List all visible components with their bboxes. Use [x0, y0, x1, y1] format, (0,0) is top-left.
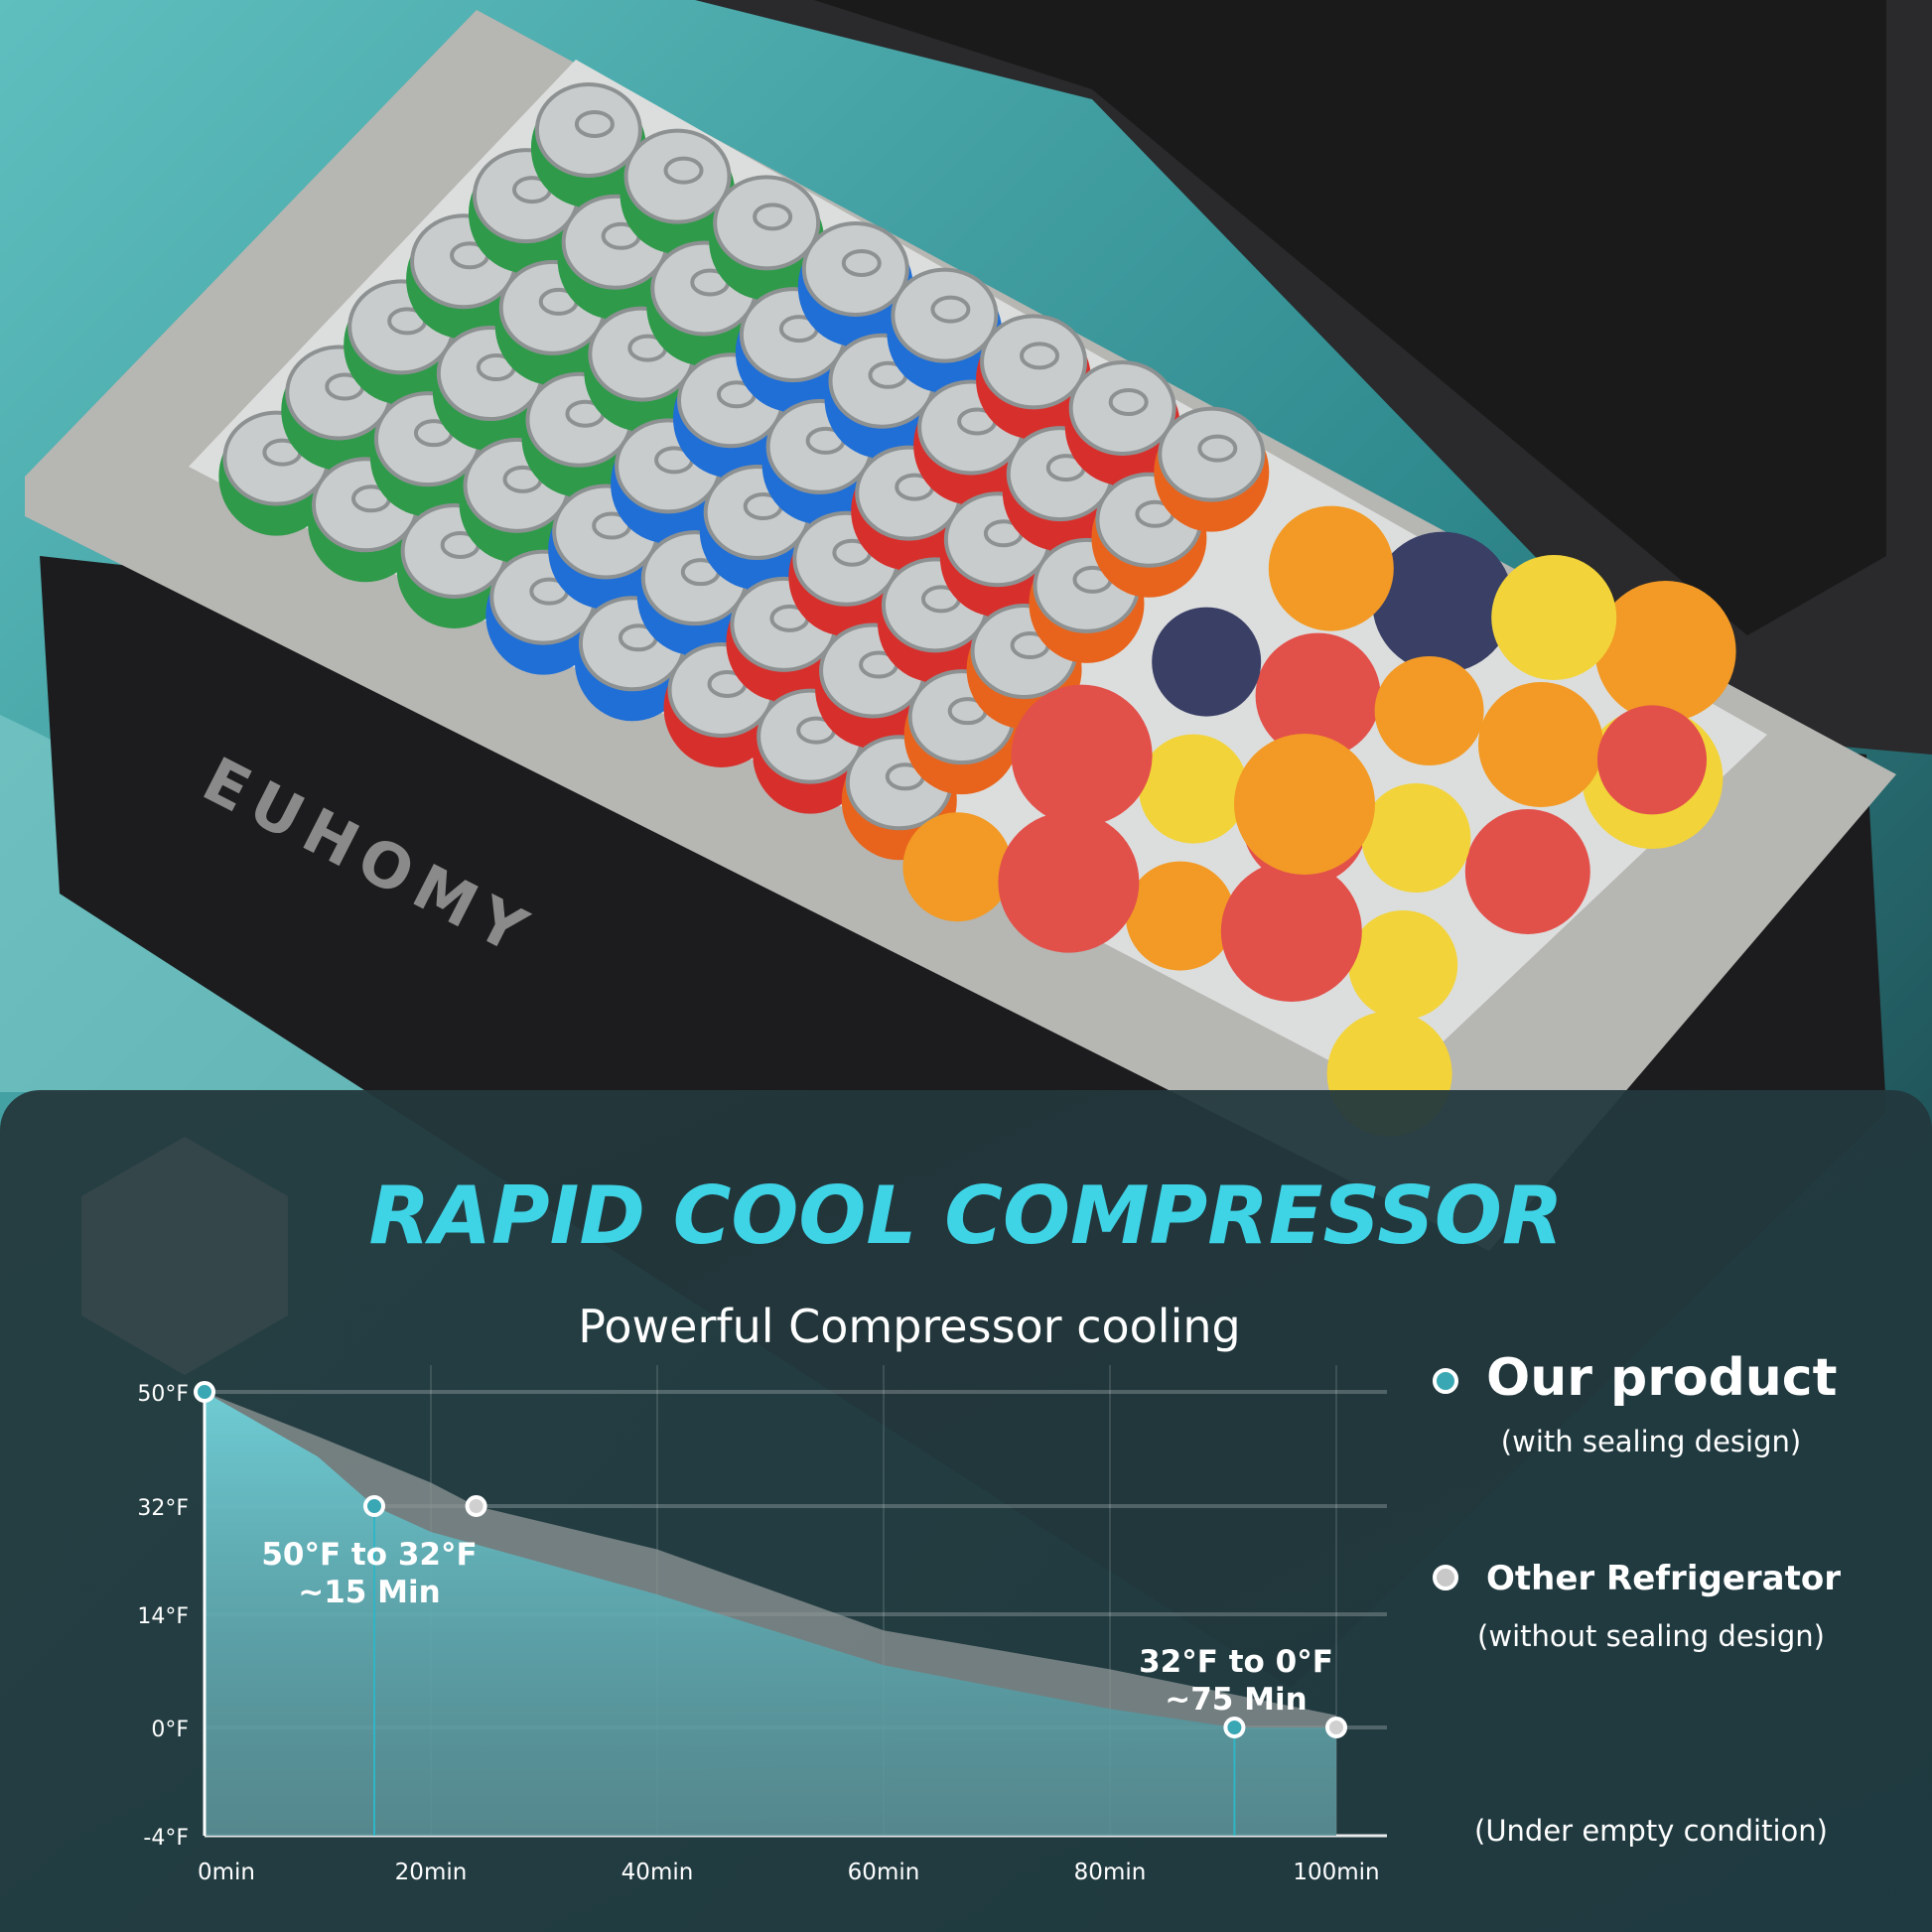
x-tick-label: 80min	[1074, 1860, 1147, 1885]
fruit	[1268, 505, 1394, 631]
hexagon-decoration	[81, 1137, 288, 1375]
fruit	[1234, 734, 1375, 875]
can-lid	[713, 175, 821, 271]
marker-our-product	[194, 1381, 215, 1403]
can-tab-icon	[1197, 434, 1238, 463]
y-tick-label: 50°F	[137, 1382, 189, 1407]
can-lid	[1158, 406, 1266, 502]
legend-label-our-product: Our product	[1486, 1348, 1838, 1408]
fruit	[1255, 632, 1381, 759]
y-tick-label: 14°F	[137, 1604, 189, 1629]
fruit	[902, 812, 1013, 922]
x-tick-label: 0min	[198, 1860, 255, 1885]
x-tick-label: 100min	[1293, 1860, 1379, 1885]
y-tick-label: -4°F	[143, 1826, 189, 1851]
fruits-group	[902, 505, 1736, 1137]
y-tick-label: 32°F	[137, 1496, 189, 1521]
can	[620, 128, 736, 254]
cans-group	[218, 81, 1270, 861]
can-lid	[891, 267, 999, 363]
can	[709, 175, 825, 301]
annotation-1-line2: ~15 Min	[298, 1575, 440, 1610]
can-lid	[1068, 359, 1176, 456]
fruit	[1348, 910, 1458, 1020]
can-tab-icon	[1020, 342, 1060, 370]
fruit	[1597, 705, 1707, 815]
fruit	[1011, 684, 1153, 826]
can-tab-icon	[930, 295, 971, 324]
legend-marker-our-product	[1433, 1368, 1458, 1394]
footnote: (Under empty condition)	[1474, 1814, 1828, 1848]
fruit	[1220, 861, 1362, 1002]
fruit	[1125, 861, 1235, 971]
legend-note-our-product: (with sealing design)	[1501, 1425, 1801, 1458]
legend-note-other: (without sealing design)	[1477, 1619, 1825, 1653]
can-tab-icon	[753, 203, 793, 231]
annotation-1-line1: 50°F to 32°F	[261, 1537, 477, 1573]
legend-marker-other	[1433, 1565, 1458, 1590]
fruit	[1491, 555, 1617, 680]
x-tick-label: 20min	[395, 1860, 468, 1885]
fruit	[1594, 581, 1736, 722]
x-tick-label: 40min	[621, 1860, 694, 1885]
annotation-2-line2: ~75 Min	[1165, 1682, 1307, 1718]
annotation-2-line1: 32°F to 0°F	[1139, 1644, 1333, 1680]
fruit	[1464, 809, 1590, 934]
headline-subtitle: Powerful Compressor cooling	[578, 1300, 1240, 1353]
marker-our-product	[363, 1495, 385, 1517]
can-lid	[534, 81, 642, 178]
can-tab-icon	[1108, 387, 1149, 416]
marker-our-product	[1223, 1717, 1246, 1738]
can	[976, 314, 1092, 440]
can-tab-icon	[663, 156, 704, 185]
marker-other	[465, 1495, 487, 1517]
can-tab-icon	[841, 248, 882, 277]
fruit	[998, 811, 1140, 953]
fruit	[1374, 656, 1484, 765]
marker-other	[1325, 1717, 1347, 1738]
series-area-our-product	[205, 1392, 1336, 1836]
can-lid	[801, 220, 909, 317]
y-tick-label: 0°F	[151, 1718, 189, 1742]
fruit	[1139, 734, 1248, 844]
can	[530, 81, 646, 207]
fruit	[1152, 607, 1262, 717]
can	[797, 220, 913, 346]
fruit	[1361, 783, 1471, 893]
can-tab-icon	[574, 109, 615, 138]
x-tick-label: 60min	[848, 1860, 920, 1885]
cooling-chart: 50°F 32°F 14°F 0°F -4°F 0min 20min 40min 60min 80…	[137, 1365, 1387, 1885]
can-lid	[980, 314, 1088, 410]
can	[887, 267, 1003, 393]
fruit	[1478, 682, 1603, 807]
can-lid	[623, 128, 732, 224]
fruit	[1372, 531, 1514, 673]
can	[1154, 406, 1270, 532]
legend-label-other: Other Refrigerator	[1486, 1559, 1841, 1598]
headline-title: RAPID COOL COMPRESSOR	[369, 1170, 1564, 1262]
lid-inner	[814, 0, 1886, 635]
can	[1064, 359, 1180, 485]
